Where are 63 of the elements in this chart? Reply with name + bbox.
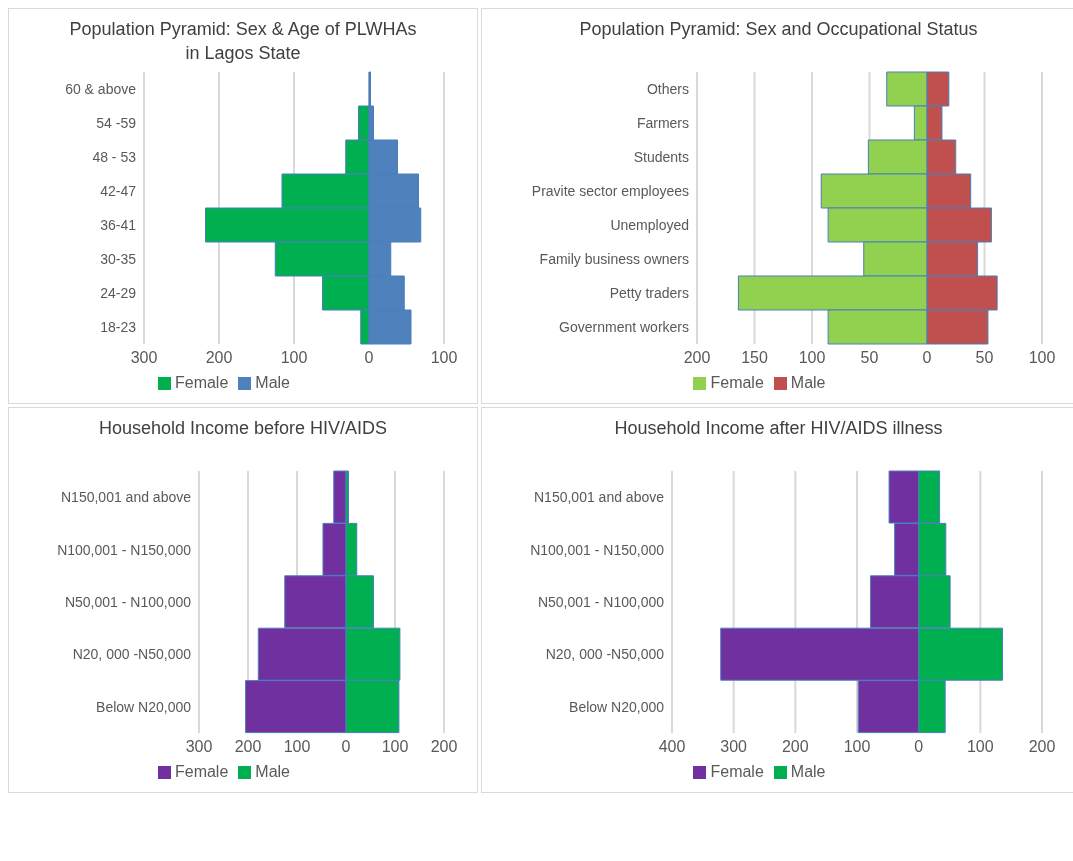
x-tick-label: 50	[860, 349, 879, 367]
legend-label: Female	[174, 374, 229, 391]
x-tick-label: 100	[283, 738, 311, 756]
legend-label: Male	[255, 374, 291, 391]
x-tick-label: 0	[922, 349, 932, 367]
chart-title: Population Pyramid: Sex & Age of PLWHAs in Lagos State	[68, 18, 418, 65]
y-tick-label: 42-47	[100, 182, 137, 199]
x-tick-label: 0	[914, 738, 924, 756]
legend-label: Female	[710, 763, 764, 780]
legend-label: Female	[174, 763, 229, 780]
x-tick-label: 100	[843, 738, 871, 756]
y-tick-label: Government workers	[559, 318, 689, 335]
x-tick-label: 200	[205, 349, 233, 367]
y-tick-label: Farmers	[636, 114, 689, 131]
y-tick-label: N20, 000 -N50,000	[545, 646, 665, 663]
y-tick-label: 24-29	[100, 284, 137, 301]
y-tick-label: 36-41	[100, 216, 137, 233]
y-tick-label: Students	[633, 148, 689, 165]
y-tick-label: 60 & above	[65, 80, 137, 97]
x-tick-label: 300	[130, 349, 158, 367]
x-tick-label: 300	[185, 738, 213, 756]
x-tick-label: 100	[430, 349, 458, 367]
y-tick-label: 54 -59	[96, 114, 137, 131]
y-tick-label: N150,001 and above	[534, 489, 665, 506]
y-tick-label: 18-23	[100, 318, 137, 335]
x-tick-label: 200	[781, 738, 809, 756]
legend-label: Male	[790, 763, 826, 780]
chart-title: Household Income after HIV/AIDS illness	[613, 417, 944, 440]
x-tick-label: 0	[364, 349, 374, 367]
legend-label: Female	[710, 374, 764, 391]
chart-title: Household Income before HIV/AIDS	[97, 417, 389, 440]
y-tick-label: Family business owners	[539, 250, 689, 267]
x-tick-label: 50	[975, 349, 994, 367]
x-tick-label: 100	[966, 738, 994, 756]
x-tick-label: 200	[683, 349, 711, 367]
chart-title: Population Pyramid: Sex and Occupational Status	[578, 18, 979, 41]
y-tick-label: N20, 000 -N50,000	[72, 646, 192, 663]
legend-label: Male	[255, 763, 291, 780]
y-tick-label: Below N20,000	[569, 698, 665, 715]
y-tick-label: N100,001 - N150,000	[530, 541, 665, 558]
x-tick-label: 200	[234, 738, 262, 756]
x-tick-label: 150	[741, 349, 768, 367]
x-tick-label: 200	[1028, 738, 1056, 756]
x-tick-label: 100	[280, 349, 308, 367]
y-tick-label: N50,001 - N100,000	[64, 593, 192, 610]
y-tick-label: Others	[646, 80, 689, 97]
legend-label: Male	[790, 374, 826, 391]
y-tick-label: Unemployed	[610, 216, 689, 233]
y-tick-label: Below N20,000	[96, 698, 192, 715]
x-tick-label: 100	[381, 738, 409, 756]
x-tick-label: 100	[1028, 349, 1056, 367]
x-tick-label: 300	[720, 738, 748, 756]
x-tick-label: 400	[658, 738, 686, 756]
x-tick-label: 200	[430, 738, 458, 756]
y-tick-label: Pravite sector employees	[531, 182, 689, 199]
x-tick-label: 0	[341, 738, 351, 756]
y-tick-label: Petty traders	[609, 284, 689, 301]
y-tick-label: N50,001 - N100,000	[537, 593, 665, 610]
y-tick-label: N100,001 - N150,000	[57, 541, 192, 558]
y-tick-label: N150,001 and above	[61, 489, 192, 506]
y-tick-label: 48 - 53	[92, 148, 137, 165]
y-tick-label: 30-35	[100, 250, 137, 267]
x-tick-label: 100	[798, 349, 826, 367]
